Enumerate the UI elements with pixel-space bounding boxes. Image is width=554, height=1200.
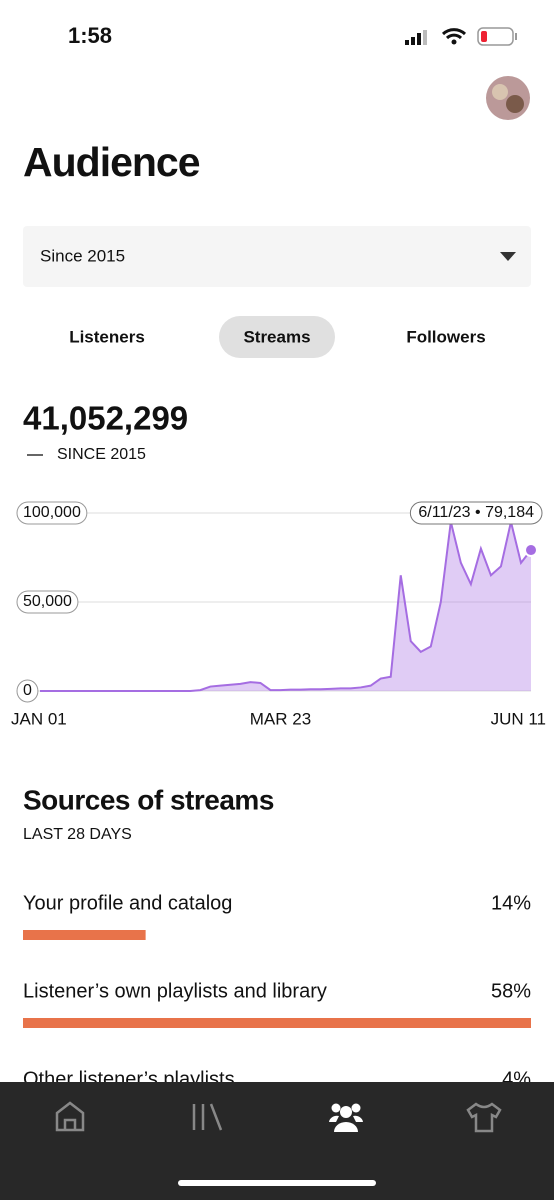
y-tick-pill [16,590,79,614]
bottom-nav [0,1082,554,1200]
status-icons [405,27,517,46]
section-subtitle: LAST 28 DAYS [23,826,132,843]
tab[interactable]: Streams [243,327,310,346]
dropdown-value: Since 2015 [40,246,125,265]
period-label: SINCE 2015 [57,446,146,463]
y-tick-label: 100,000 [23,504,81,521]
source-bar [23,1018,531,1028]
nav-merch[interactable] [466,1102,502,1133]
chart: 0 50,000 100,000 6/11/23 • 79,184 JAN 01 MAR … [11,501,546,728]
x-tick-label: MAR 23 [250,709,311,728]
source-label: Listener’s own playlists and library [23,980,327,1002]
nav-library[interactable] [192,1103,223,1131]
source-percent: 58% [491,980,531,1002]
status-time: 1:58 [68,23,112,48]
area [40,521,531,691]
y-tick-pill [16,501,88,525]
y-tick-pill [16,679,39,703]
page-title: Audience [23,139,200,185]
total-streams: 41,052,299 [23,400,188,437]
tab[interactable]: Followers [406,327,485,346]
x-tick-label: JAN 01 [11,709,67,728]
source-bar [23,930,146,940]
tooltip: 6/11/23 • 79,184 [418,504,534,521]
tab[interactable]: Listeners [69,327,145,346]
source-percent: 14% [491,892,531,914]
home-indicator [178,1180,376,1186]
end-dot [524,543,538,558]
source-label: Your profile and catalog [23,892,232,914]
avatar[interactable] [486,76,530,120]
y-tick-label: 50,000 [23,593,72,610]
line [40,521,532,692]
section-title: Sources of streams [23,784,274,815]
nav-audience[interactable] [329,1103,363,1133]
y-tick-label: 0 [23,682,32,699]
nav-home[interactable] [55,1101,85,1132]
dropdown[interactable]: Since 2015 [23,226,531,287]
tab-active-bg [219,316,335,358]
tooltip-pill [409,501,543,525]
x-tick-label: JUN 11 [491,709,546,728]
